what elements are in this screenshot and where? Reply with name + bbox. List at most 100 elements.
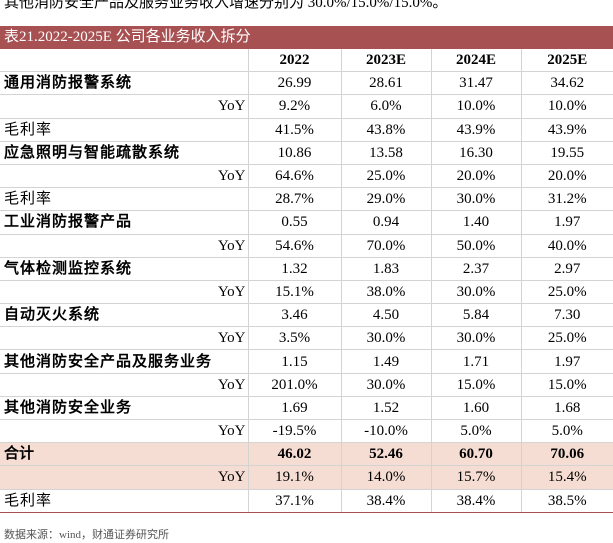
value-cell: 10.0% [430, 94, 521, 119]
value-cell: 3.46 [247, 303, 341, 328]
value-cell: 16.30 [430, 141, 521, 165]
value-cell: 43.9% [430, 118, 521, 142]
value-cell: 0.55 [247, 210, 341, 235]
value-cell: 10.0% [520, 94, 613, 119]
value-cell: 1.97 [520, 349, 613, 374]
table-row: 气体检测监控系统 1.32 1.83 2.37 2.97 [0, 257, 613, 281]
value-cell: 1.52 [340, 396, 431, 421]
value-cell: -19.5% [247, 419, 341, 444]
table-row: 应急照明与智能疏散系统 10.86 13.58 16.30 19.55 [0, 141, 613, 165]
table-header-row: 2022 2023E 2024E 2025E [0, 49, 613, 73]
value-cell: 2.97 [520, 257, 613, 281]
value-cell: 2.37 [430, 257, 521, 281]
row-label: 工业消防报警产品 [0, 210, 248, 235]
header-2023e: 2023E [340, 49, 431, 73]
row-label: 其他消防安全产品及服务业务 [0, 349, 248, 374]
table-row: 毛利率 37.1% 38.4% 38.4% 38.5% [0, 489, 613, 513]
value-cell: 70.06 [520, 442, 613, 467]
value-cell: 52.46 [340, 442, 431, 467]
value-cell: 38.4% [430, 489, 521, 513]
value-cell: 20.0% [430, 164, 521, 189]
value-cell: -10.0% [340, 419, 431, 444]
value-cell: 1.83 [340, 257, 431, 281]
row-label: 毛利率 [0, 489, 248, 513]
table-row: 自动灭火系统 3.46 4.50 5.84 7.30 [0, 303, 613, 328]
value-cell: 50.0% [430, 234, 521, 258]
table-row: YoY -19.5% -10.0% 5.0% 5.0% [0, 419, 613, 444]
value-cell: 201.0% [247, 373, 341, 397]
value-cell: 15.1% [247, 280, 341, 305]
row-label: 通用消防报警系统 [0, 71, 248, 96]
value-cell: 25.0% [520, 280, 613, 305]
value-cell: 1.15 [247, 349, 341, 374]
value-cell: 28.7% [247, 187, 341, 212]
row-label: YoY [0, 280, 248, 305]
value-cell: 15.7% [430, 465, 521, 490]
value-cell: 25.0% [520, 326, 613, 351]
row-label: YoY [0, 373, 248, 397]
row-label: 毛利率 [0, 187, 248, 212]
value-cell: 20.0% [520, 164, 613, 189]
table-row: 其他消防安全业务 1.69 1.52 1.60 1.68 [0, 396, 613, 421]
value-cell: 30.0% [430, 187, 521, 212]
table-row: YoY 64.6% 25.0% 20.0% 20.0% [0, 164, 613, 189]
row-label: 自动灭火系统 [0, 303, 248, 328]
value-cell: 13.58 [340, 141, 431, 165]
value-cell: 1.40 [430, 210, 521, 235]
table-row: YoY 19.1% 14.0% 15.7% 15.4% [0, 465, 613, 490]
table-row: 合计 46.02 52.46 60.70 70.06 [0, 442, 613, 467]
value-cell: 29.0% [340, 187, 431, 212]
value-cell: 64.6% [247, 164, 341, 189]
value-cell: 1.60 [430, 396, 521, 421]
value-cell: 7.30 [520, 303, 613, 328]
table-row: 工业消防报警产品 0.55 0.94 1.40 1.97 [0, 210, 613, 235]
value-cell: 54.6% [247, 234, 341, 258]
value-cell: 34.62 [520, 71, 613, 96]
header-label-cell [0, 49, 248, 73]
header-2025e: 2025E [520, 49, 613, 73]
value-cell: 1.49 [340, 349, 431, 374]
value-cell: 0.94 [340, 210, 431, 235]
table-title: 表21.2022-2025E 公司各业务收入拆分 [0, 26, 613, 49]
intro-text: 其他消防安全产品及服务业务收入增速分别为 30.0%/15.0%/15.0%。 [4, 0, 448, 11]
value-cell: 15.0% [430, 373, 521, 397]
value-cell: 30.0% [430, 326, 521, 351]
value-cell: 5.0% [430, 419, 521, 444]
value-cell: 1.71 [430, 349, 521, 374]
value-cell: 15.4% [520, 465, 613, 490]
value-cell: 1.68 [520, 396, 613, 421]
value-cell: 15.0% [520, 373, 613, 397]
value-cell: 5.0% [520, 419, 613, 444]
value-cell: 4.50 [340, 303, 431, 328]
row-label: 气体检测监控系统 [0, 257, 248, 281]
value-cell: 60.70 [430, 442, 521, 467]
value-cell: 1.32 [247, 257, 341, 281]
source-note: 数据来源：wind，财通证券研究所 [4, 529, 169, 541]
value-cell: 1.69 [247, 396, 341, 421]
table-row: YoY 15.1% 38.0% 30.0% 25.0% [0, 280, 613, 305]
value-cell: 41.5% [247, 118, 341, 142]
row-label: 合计 [0, 442, 248, 467]
value-cell: 10.86 [247, 141, 341, 165]
value-cell: 19.55 [520, 141, 613, 165]
table-row: YoY 201.0% 30.0% 15.0% 15.0% [0, 373, 613, 397]
row-label: YoY [0, 234, 248, 258]
value-cell: 46.02 [247, 442, 341, 467]
value-cell: 43.9% [520, 118, 613, 142]
value-cell: 38.5% [520, 489, 613, 513]
table-row: 毛利率 28.7% 29.0% 30.0% 31.2% [0, 187, 613, 212]
row-label: YoY [0, 419, 248, 444]
table-row: 毛利率 41.5% 43.8% 43.9% 43.9% [0, 118, 613, 142]
table-row: YoY 54.6% 70.0% 50.0% 40.0% [0, 234, 613, 258]
value-cell: 1.97 [520, 210, 613, 235]
row-label: YoY [0, 465, 248, 490]
value-cell: 43.8% [340, 118, 431, 142]
table-row: YoY 9.2% 6.0% 10.0% 10.0% [0, 94, 613, 119]
row-label: 应急照明与智能疏散系统 [0, 141, 248, 165]
header-2024e: 2024E [430, 49, 521, 73]
table-row: 其他消防安全产品及服务业务 1.15 1.49 1.71 1.97 [0, 349, 613, 374]
value-cell: 30.0% [430, 280, 521, 305]
row-label: YoY [0, 164, 248, 189]
value-cell: 5.84 [430, 303, 521, 328]
row-label: 其他消防安全业务 [0, 396, 248, 421]
